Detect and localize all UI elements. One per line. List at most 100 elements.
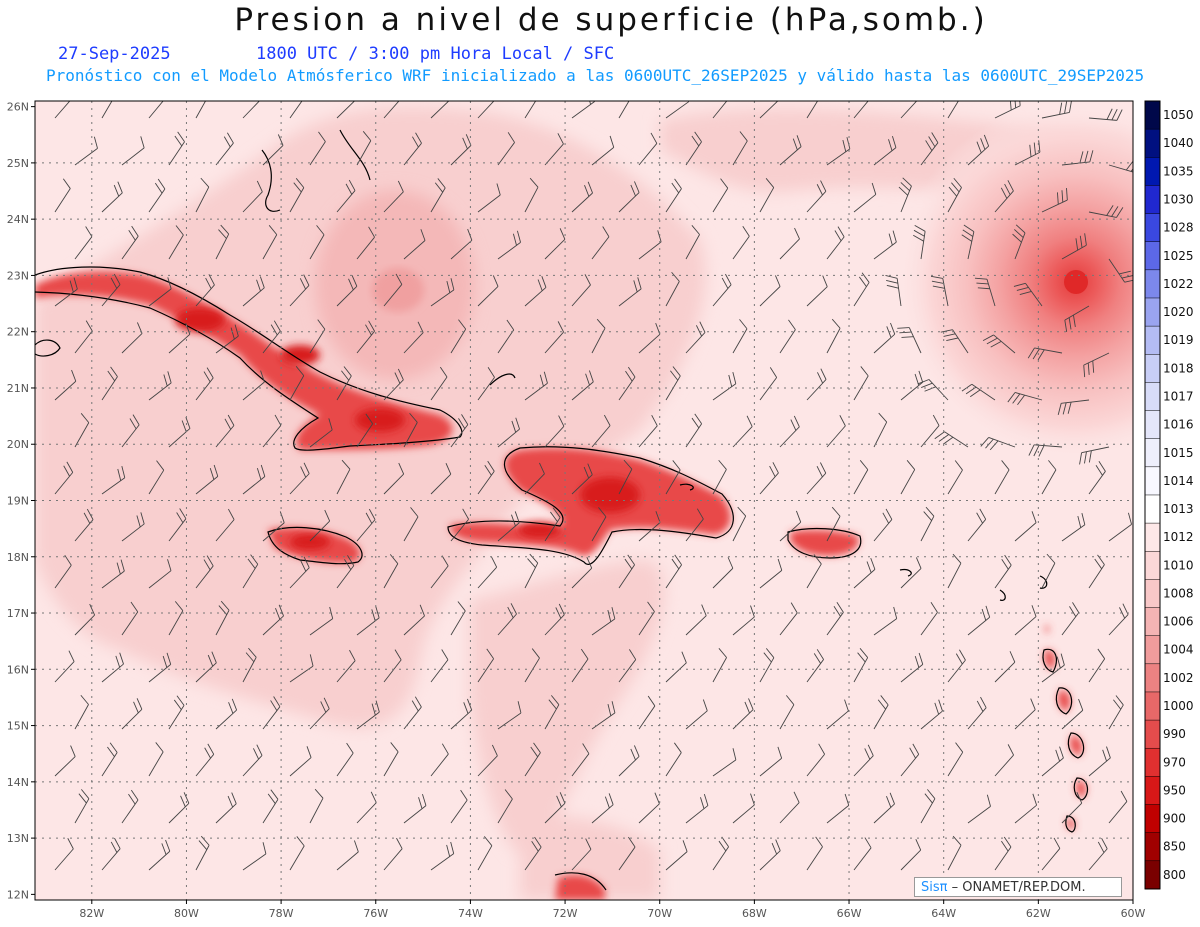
wind-barb bbox=[74, 694, 89, 730]
wind-barb bbox=[54, 554, 72, 589]
wind-barb bbox=[665, 651, 687, 683]
colorbar-swatch bbox=[1145, 354, 1160, 383]
wind-barb bbox=[665, 840, 688, 871]
wind-barb bbox=[638, 322, 661, 354]
wind-barb bbox=[148, 652, 172, 683]
wind-barb bbox=[309, 225, 325, 260]
wind-barb bbox=[917, 379, 949, 401]
wind-barb bbox=[148, 178, 166, 213]
wind-barb bbox=[497, 789, 513, 824]
wind-barb bbox=[524, 371, 548, 401]
wind-barb bbox=[54, 461, 74, 495]
wind-barb bbox=[779, 415, 800, 448]
wind-barb bbox=[638, 601, 655, 636]
wind-barb bbox=[54, 101, 71, 119]
wind-barb bbox=[74, 413, 90, 448]
wind-barb bbox=[309, 131, 326, 166]
wind-barb bbox=[336, 649, 356, 683]
wind-barb bbox=[215, 324, 239, 354]
wind-barb bbox=[101, 181, 123, 213]
longitude-labels: 82W 80W 78W 76W 74W 72W 70W 68W 66W 64W 62W 60W bbox=[79, 900, 1146, 920]
wind-barb bbox=[873, 695, 889, 730]
wind-barb bbox=[262, 696, 281, 730]
wind-barb bbox=[195, 555, 214, 589]
wind-barb bbox=[1108, 160, 1133, 173]
wind-barb bbox=[54, 277, 78, 307]
wind-barb bbox=[215, 224, 230, 260]
wind-barb bbox=[121, 512, 145, 542]
wind-barb bbox=[1088, 460, 1106, 495]
wind-barb bbox=[732, 225, 750, 260]
wind-barb bbox=[779, 319, 796, 354]
colorbar-label: 1040 bbox=[1163, 136, 1194, 150]
lon-label: 68W bbox=[742, 907, 767, 920]
wind-barb bbox=[309, 697, 330, 730]
wind-barb bbox=[168, 322, 191, 354]
wind-barb bbox=[148, 460, 165, 495]
wind-barb bbox=[101, 837, 121, 871]
wind-barb bbox=[148, 839, 171, 871]
wind-barb bbox=[148, 277, 172, 307]
wind-barb bbox=[853, 182, 877, 213]
colorbar: 1050 1040 1035 1030 1028 1025 1022 1020 1019 1018… bbox=[1144, 100, 1194, 890]
wind-barb bbox=[826, 137, 851, 166]
colorbar-label: 950 bbox=[1163, 783, 1186, 797]
wind-barb bbox=[947, 742, 964, 777]
colorbar-label: 1000 bbox=[1163, 699, 1194, 713]
wind-barb bbox=[403, 507, 419, 542]
wind-barb bbox=[618, 366, 636, 401]
wind-barb bbox=[591, 507, 607, 542]
wind-barb bbox=[1088, 108, 1123, 121]
wind-barb bbox=[54, 178, 71, 213]
wind-barb bbox=[947, 460, 963, 495]
wind-barb bbox=[853, 101, 869, 119]
wind-barb bbox=[806, 368, 827, 401]
wind-barb bbox=[101, 465, 126, 495]
wind-barb bbox=[900, 101, 918, 119]
colorbar-swatch bbox=[1145, 691, 1160, 721]
wind-barb bbox=[450, 789, 468, 824]
colorbar-swatch bbox=[1145, 523, 1160, 552]
wind-barb bbox=[74, 789, 90, 824]
wind-barb bbox=[403, 604, 425, 636]
latitude-labels: 26N 25N 24N 23N 22N 21N 20N 19N 18N 17N 16N 15N 14N 1… bbox=[7, 101, 35, 901]
wind-barb bbox=[853, 557, 876, 589]
wind-barb bbox=[712, 557, 734, 589]
wind-barb bbox=[430, 649, 449, 683]
wind-barb bbox=[383, 273, 403, 307]
colorbar-label: 1035 bbox=[1163, 164, 1194, 178]
colorbar-label: 800 bbox=[1163, 868, 1186, 882]
wind-barb bbox=[1014, 511, 1037, 542]
colorbar-swatch bbox=[1145, 720, 1160, 749]
wind-barb bbox=[430, 178, 446, 213]
wind-barb bbox=[591, 793, 614, 824]
wind-barb bbox=[430, 743, 449, 777]
wind-barb bbox=[477, 836, 493, 871]
lat-label: 22N bbox=[7, 326, 29, 339]
lat-label: 21N bbox=[7, 382, 29, 395]
wind-barb bbox=[1012, 224, 1026, 260]
lon-label: 76W bbox=[363, 907, 388, 920]
colorbar-label: 1025 bbox=[1163, 249, 1194, 263]
wind-barb bbox=[779, 791, 800, 824]
wind-barb bbox=[1061, 791, 1083, 824]
wind-barb bbox=[759, 275, 781, 307]
wind-barb bbox=[1088, 648, 1106, 683]
wind-barb bbox=[759, 746, 783, 777]
wind-barb bbox=[806, 743, 826, 777]
colorbar-label: 1013 bbox=[1163, 502, 1194, 516]
wind-barb bbox=[336, 275, 358, 307]
wind-barb bbox=[900, 743, 920, 777]
wind-barb bbox=[994, 460, 1010, 495]
colorbar-swatch bbox=[1145, 494, 1160, 524]
wind-barb bbox=[712, 101, 728, 119]
wind-barb bbox=[544, 415, 565, 448]
wind-barb bbox=[524, 742, 541, 777]
wind-barb bbox=[920, 132, 939, 166]
colorbar-label: 1002 bbox=[1163, 671, 1194, 685]
wind-barb bbox=[477, 275, 499, 307]
wind-barb bbox=[497, 319, 515, 354]
wind-barb bbox=[524, 177, 539, 213]
wind-barb bbox=[168, 131, 185, 166]
wind-barb bbox=[806, 554, 822, 589]
